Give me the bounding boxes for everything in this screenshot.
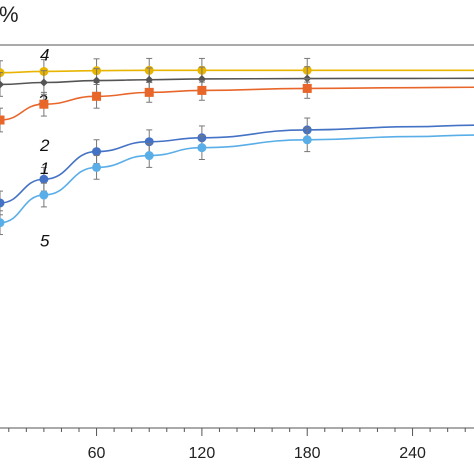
x-tick-label: 240: [399, 445, 426, 462]
y-axis-label: %: [0, 2, 19, 27]
series-5: 5: [0, 127, 474, 251]
data-point: [39, 190, 49, 200]
series-label: 5: [40, 232, 50, 251]
data-point: [92, 162, 102, 172]
data-point: [302, 135, 312, 145]
data-point: [39, 78, 48, 87]
data-point: [197, 85, 207, 95]
series-line: [0, 69, 474, 74]
series-3: 3: [0, 66, 474, 110]
series-line: [0, 77, 474, 86]
series-layer: 43 2 1 5: [0, 46, 474, 251]
data-point: [92, 76, 101, 85]
series-label: 4: [40, 46, 49, 65]
series-line: [0, 86, 474, 121]
data-point: [92, 91, 102, 101]
data-point: [92, 147, 102, 157]
x-tick-label: 120: [189, 445, 216, 462]
data-point: [0, 218, 5, 228]
data-point: [145, 75, 154, 84]
data-point: [0, 115, 5, 125]
x-axis-ticks: 60 120 180 240: [8, 428, 466, 462]
data-point: [0, 80, 4, 89]
series-2: 2: [0, 78, 474, 155]
data-point: [39, 174, 49, 184]
data-point: [197, 143, 207, 153]
series-1: 1: [0, 117, 474, 216]
series-line: [0, 124, 474, 204]
data-point: [0, 198, 5, 208]
data-point: [144, 87, 154, 97]
series-line: [0, 134, 474, 224]
x-tick-label: 60: [88, 445, 106, 462]
data-point: [302, 83, 312, 93]
x-tick-label: 180: [294, 445, 321, 462]
data-point: [144, 151, 154, 161]
data-point: [39, 99, 49, 109]
series-label: 2: [39, 136, 50, 155]
series-label: 1: [40, 159, 49, 178]
